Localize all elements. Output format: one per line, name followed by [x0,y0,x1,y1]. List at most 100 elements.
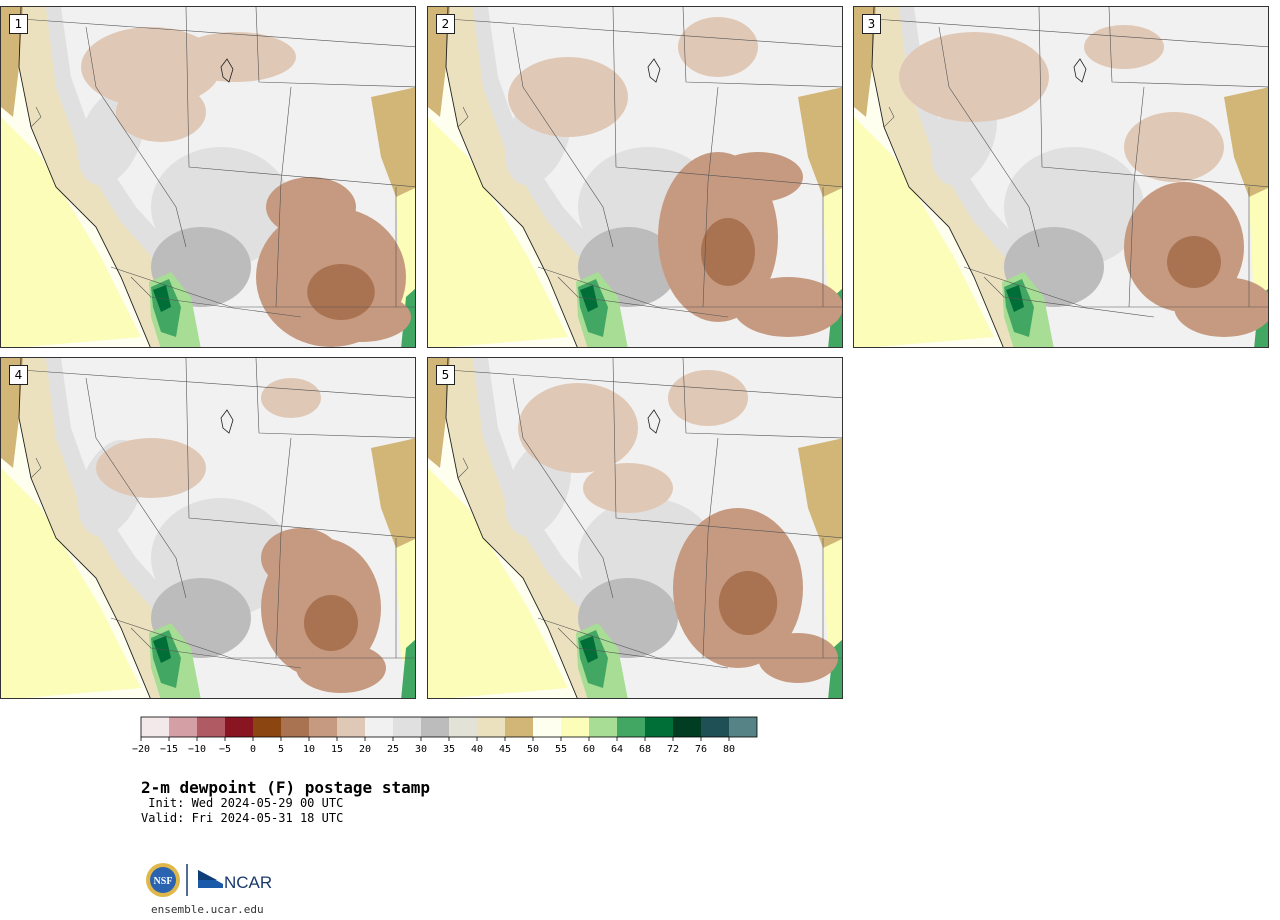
colorbar-swatch [197,717,225,737]
coastline [445,358,578,698]
very-dry-area [307,264,375,320]
nw-humid-region [428,358,450,468]
colorbar-frame [140,716,758,738]
state-boundary [682,7,842,88]
panel-number-label: 3 [862,14,881,34]
state-boundary [1108,7,1268,88]
coastline [18,7,151,347]
state-boundary [20,18,415,48]
colorbar-tick-label: 10 [303,744,315,755]
colorbar-tick-label: 80 [723,744,735,755]
nsf-seal-icon: NSF [146,863,180,897]
great-salt-lake [220,58,234,83]
colorbar-tick-label: 0 [250,744,256,755]
colorbar-swatch [281,717,309,737]
state-boundary [457,106,469,128]
east-humid-region [371,87,415,207]
state-boundary [963,266,1268,308]
colorbar-swatch [253,717,281,737]
dry-area [899,32,1049,122]
colorbar-swatch [449,717,477,737]
gulf-humid-region [396,538,415,676]
dry-area [713,152,803,202]
colorbar-swatch [141,717,169,737]
colorbar-tick-label: 64 [611,744,623,755]
dry-area [296,643,386,693]
dewpoint-map-5 [428,358,842,698]
humid-coast-region [1,468,141,698]
map-panel-3: 3 [853,6,1269,348]
state-boundary [275,86,292,308]
colorbar-swatch [645,717,673,737]
dry-area [261,528,341,588]
dry-area [1084,25,1164,69]
state-boundary [702,86,719,308]
colorbar-swatch [617,717,645,737]
dry-area [96,438,206,498]
colorbar-swatch [589,717,617,737]
colorbar-swatch [225,717,253,737]
coastal-band [19,7,176,347]
ncar-wordmark: NCAR [224,873,272,892]
colorbar-tick-label: 30 [415,744,427,755]
svg-text:NSF: NSF [154,876,173,887]
great-salt-lake [647,409,661,434]
colorbar-swatch [505,717,533,737]
colorbar-tick-label: 25 [387,744,399,755]
state-boundary [883,106,895,128]
state-boundary [30,106,42,128]
east-humid-region [371,438,415,558]
colorbar-swatch [365,717,393,737]
colorbar-tick-label: 68 [639,744,651,755]
colorbar-tick-label: 35 [443,744,455,755]
colorbar-tick-label: −20 [132,744,150,755]
very-dry-area [718,571,778,635]
dewpoint-map-4 [1,358,415,698]
state-boundary [110,617,415,659]
colorbar-swatch [673,717,701,737]
state-boundary [557,276,729,318]
state-boundary [255,7,415,88]
state-boundary [275,437,292,659]
map-panel-2: 2 [427,6,843,348]
state-boundary [612,7,842,188]
dry-area [176,32,296,82]
humid-coast-region [428,117,568,347]
state-boundary [110,266,415,308]
state-boundary [255,358,415,439]
dry-area [266,177,356,237]
colorbar-swatch [701,717,729,737]
gulf-moist-region [828,639,842,698]
state-boundary [130,276,302,318]
great-salt-lake [647,58,661,83]
state-boundary [447,18,842,48]
panel-number-label: 5 [436,365,455,385]
nsf-ncar-logo: NSF NCAR [146,863,272,897]
humid-coast-region [854,117,994,347]
coastal-band [446,7,603,347]
panel-number-label: 1 [9,14,28,34]
state-boundary [85,377,187,599]
colorbar-swatch [337,717,365,737]
panel-number-label: 4 [9,365,28,385]
colorbar-swatch [477,717,505,737]
colorbar-swatch [393,717,421,737]
dry-area [583,463,673,513]
colorbar-tick-label: 60 [583,744,595,755]
dry-area [518,383,638,473]
colorbar-tick-label: −5 [219,744,231,755]
site-url[interactable]: ensemble.ucar.edu [151,903,264,916]
nw-humid-region [854,7,876,117]
state-boundary [30,457,42,479]
very-dry-area [304,595,358,651]
valid-time: Valid: Fri 2024-05-31 18 UTC [141,811,344,825]
map-panel-1: 1 [0,6,416,348]
state-boundary [873,18,1268,48]
great-salt-lake [220,409,234,434]
coastal-band [19,358,176,698]
init-time: Init: Wed 2024-05-29 00 UTC [141,796,344,810]
very-dry-area [1167,236,1221,288]
colorbar-tick-label: −10 [188,744,206,755]
colorbar-tick-label: −15 [160,744,178,755]
east-humid-region [798,87,842,207]
